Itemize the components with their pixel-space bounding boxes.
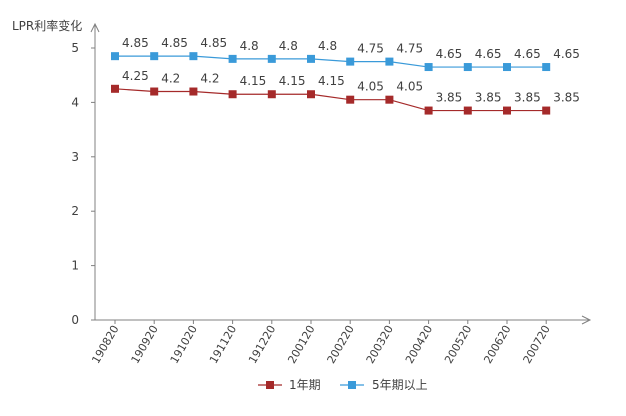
data-label: 3.85 <box>514 91 541 105</box>
y-tick-label: 2 <box>71 204 79 218</box>
data-label: 4.65 <box>514 47 541 61</box>
data-label: 4.75 <box>396 42 423 56</box>
data-label: 4.65 <box>436 47 463 61</box>
x-tick-label: 190920 <box>129 323 161 366</box>
data-point <box>542 106 551 115</box>
data-label: 4.8 <box>240 39 259 53</box>
data-label: 4.8 <box>279 39 298 53</box>
data-label: 4.85 <box>200 36 227 50</box>
data-point <box>503 63 511 72</box>
data-point <box>503 106 511 115</box>
data-point <box>150 87 159 96</box>
data-point <box>189 52 198 61</box>
legend: 1年期 5年期以上 <box>258 378 428 392</box>
data-label: 4.2 <box>161 72 180 86</box>
data-label: 4.25 <box>122 69 149 83</box>
data-label: 4.85 <box>122 36 149 50</box>
data-label: 4.8 <box>318 39 337 53</box>
data-label: 4.65 <box>553 47 580 61</box>
x-tick-label: 190820 <box>89 323 121 366</box>
data-point <box>307 90 315 99</box>
data-point <box>307 54 315 63</box>
legend-marker-1 <box>348 381 356 389</box>
x-tick-label: 200320 <box>364 323 396 366</box>
x-tick-label: 200720 <box>521 323 553 366</box>
series-line-0 <box>114 88 547 112</box>
data-point <box>111 52 119 61</box>
data-point <box>424 106 433 115</box>
data-label: 4.15 <box>240 74 267 88</box>
series-layer: 4.25 4.2 4.2 4.15 4.15 4.15 4.05 4.05 3.85 3.85 3.… <box>111 36 580 115</box>
y-tick-label: 5 <box>71 41 79 55</box>
data-point <box>463 106 472 115</box>
x-tick-label: 200420 <box>403 323 435 366</box>
data-label: 3.85 <box>436 91 463 105</box>
data-label: 4.2 <box>200 72 219 86</box>
data-point <box>267 54 276 63</box>
data-point <box>346 57 355 66</box>
data-point <box>424 63 433 72</box>
legend-marker-0 <box>266 381 274 389</box>
data-point <box>228 90 237 99</box>
data-point <box>385 95 394 104</box>
x-axis-arrow <box>581 315 592 325</box>
data-point <box>542 63 551 72</box>
data-label: 4.05 <box>396 80 423 94</box>
x-tick-label: 191020 <box>168 323 200 366</box>
y-tick-label: 0 <box>71 313 79 327</box>
data-point <box>150 52 159 61</box>
y-tick-label: 1 <box>71 259 79 273</box>
data-point <box>463 63 472 72</box>
data-label: 4.15 <box>279 74 306 88</box>
data-point <box>385 57 394 66</box>
legend-label-0: 1年期 <box>289 378 321 392</box>
data-label: 4.65 <box>475 47 502 61</box>
x-tick-label: 200220 <box>325 323 357 366</box>
data-label: 4.15 <box>318 74 345 88</box>
x-tick-label: 200520 <box>442 323 474 366</box>
data-point <box>189 87 198 96</box>
data-point <box>228 54 237 63</box>
data-point <box>346 95 355 104</box>
x-tick-label: 191120 <box>207 323 239 366</box>
x-tick-label: 200120 <box>285 323 317 366</box>
y-axis-label: LPR利率变化 <box>12 18 82 33</box>
y-tick-label: 3 <box>71 150 79 164</box>
data-point <box>111 84 119 93</box>
x-tick-label: 191220 <box>246 323 278 366</box>
y-axis-arrow <box>90 22 100 33</box>
y-tick-label: 4 <box>71 95 79 109</box>
x-tick-label: 200620 <box>481 323 513 366</box>
data-label: 4.85 <box>161 36 188 50</box>
data-point <box>267 90 276 99</box>
data-label: 4.05 <box>357 80 384 94</box>
data-label: 4.75 <box>357 42 384 56</box>
legend-label-1: 5年期以上 <box>372 378 428 392</box>
series-line-1 <box>115 55 547 68</box>
data-label: 3.85 <box>553 91 580 105</box>
data-label: 3.85 <box>475 91 502 105</box>
